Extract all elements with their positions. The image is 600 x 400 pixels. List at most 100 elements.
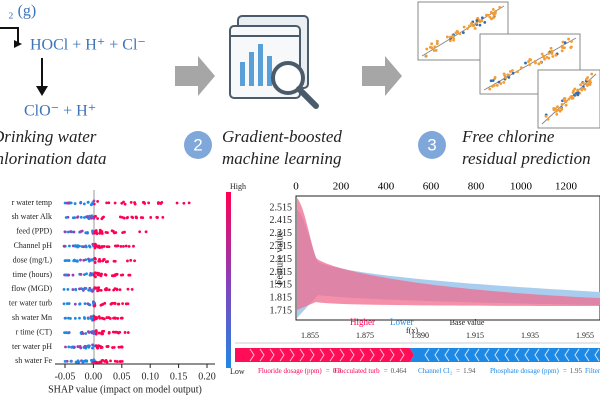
chevron	[464, 348, 470, 362]
shap-dot	[159, 202, 163, 205]
shap-dot	[85, 215, 89, 218]
feature-label: sh water Fe	[15, 356, 52, 365]
shap-dot	[103, 273, 107, 276]
shap-dot	[119, 244, 123, 248]
inset-dot	[495, 83, 499, 87]
shap-dot	[113, 274, 117, 278]
shap-dot	[93, 260, 97, 264]
shap-dot	[93, 246, 97, 250]
chevron	[269, 348, 275, 362]
shap-dot	[127, 244, 131, 248]
shap-dot	[86, 317, 90, 320]
x-tick-label: 800	[468, 181, 485, 193]
inset-dot	[475, 19, 479, 22]
shap-dot	[90, 258, 94, 262]
inset-dot	[554, 53, 558, 57]
shap-dot	[86, 200, 90, 204]
shap-dot	[175, 201, 179, 205]
feature-label: Channel pH	[14, 241, 53, 250]
feature-eq: =	[384, 367, 388, 375]
shap-dot	[92, 273, 96, 276]
shap-dot	[106, 231, 109, 235]
inset-dot	[489, 79, 493, 83]
shap-dot	[67, 302, 71, 305]
inset-dot	[461, 31, 465, 35]
feature-label: r time (CT)	[16, 327, 53, 336]
caption: Gradient-boosted	[222, 127, 342, 146]
chevron	[279, 348, 285, 362]
inset-dot	[434, 49, 438, 52]
shap-dot	[79, 258, 82, 262]
inset-dot	[489, 10, 493, 14]
shap-dot	[74, 244, 77, 247]
inset-dot	[435, 39, 439, 43]
caption: Drinking water	[0, 127, 97, 146]
feature-label: time (hours)	[13, 270, 53, 279]
inset-dot	[433, 45, 437, 49]
shap-dot	[101, 332, 105, 336]
shap-dot	[76, 360, 80, 364]
shap-dot	[119, 273, 123, 277]
feature-label: feed (PPD)	[16, 227, 52, 236]
shap-dot	[138, 230, 142, 234]
shap-dot	[149, 216, 153, 219]
force-tick: 1.875	[356, 331, 374, 340]
shap-dot	[113, 330, 117, 334]
inset-dot	[424, 54, 428, 58]
feature-value: 1.95	[570, 367, 583, 375]
feature-label: r water temp	[12, 198, 52, 207]
shap-dot	[84, 244, 88, 248]
inset-dot	[540, 52, 544, 56]
inset-dot	[479, 19, 483, 23]
shap-dot	[64, 316, 67, 320]
inset-dot	[504, 76, 508, 80]
shap-dot	[71, 216, 75, 220]
shap-dot	[109, 359, 112, 363]
shap-dot	[90, 331, 94, 335]
shap-dot	[81, 359, 85, 363]
chevron	[574, 348, 580, 362]
shap-dot	[116, 302, 120, 306]
chevron	[259, 348, 265, 362]
shap-dot	[93, 230, 97, 233]
shap-dot	[95, 345, 99, 349]
shap-dot	[101, 359, 105, 362]
shap-dot	[121, 231, 125, 235]
feature-value: 1.94	[463, 367, 476, 375]
shap-dot	[124, 244, 128, 248]
inset-dot	[569, 95, 573, 99]
shap-dot	[63, 230, 67, 234]
shap-dot	[100, 272, 103, 276]
chevron	[339, 348, 345, 362]
inset-dot	[572, 89, 575, 93]
shap-dot	[102, 317, 106, 321]
inset-dot	[581, 86, 584, 90]
step-badge	[418, 131, 446, 159]
shap-dot	[92, 301, 95, 305]
shap-dot	[123, 202, 127, 206]
x-tick-label: 0.20	[198, 371, 216, 382]
inset-dot	[581, 81, 585, 85]
shap-dot	[62, 302, 66, 306]
shap-dot	[111, 346, 114, 349]
step-badge	[184, 131, 212, 159]
caption: residual prediction	[462, 149, 591, 168]
y-tick-label: 2.215	[270, 241, 293, 252]
arrow-head	[14, 40, 22, 48]
shap-dot	[95, 271, 99, 275]
shap-dot	[86, 330, 90, 334]
shap-dot	[120, 345, 124, 349]
x-tick-label: 0.15	[170, 371, 188, 382]
chevron	[369, 348, 375, 362]
shap-dot	[132, 244, 135, 248]
shap-dot	[118, 360, 122, 363]
shap-dot	[79, 215, 83, 219]
shap-dot	[90, 214, 94, 218]
inset-dot	[561, 40, 565, 44]
shap-dot	[88, 303, 92, 307]
inset-dot	[516, 70, 519, 74]
chevron	[349, 348, 355, 362]
inset-dot	[452, 38, 456, 42]
y-axis-label: Feature value	[274, 230, 285, 285]
